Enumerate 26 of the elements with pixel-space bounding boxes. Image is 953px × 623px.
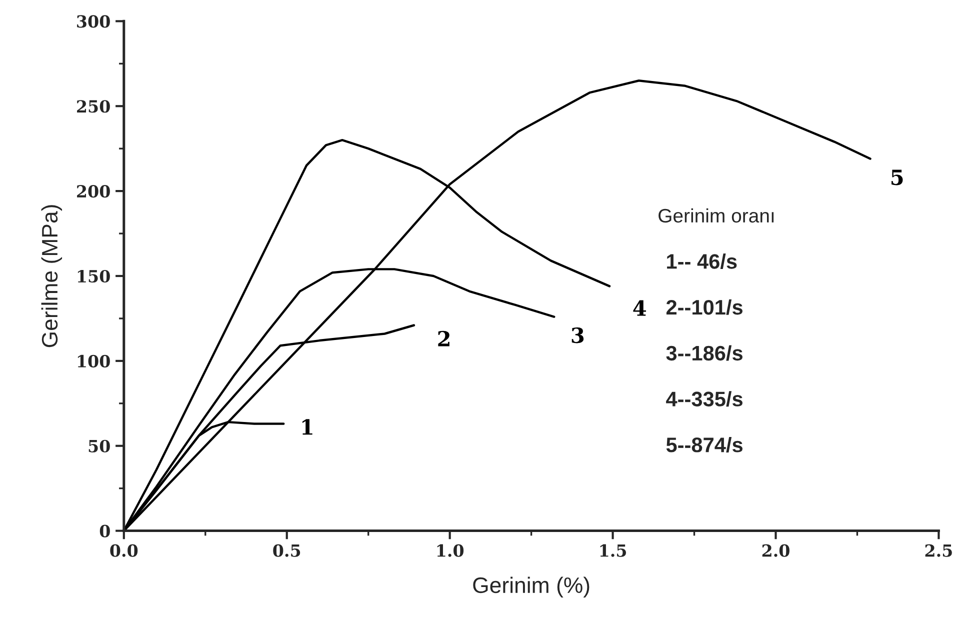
annotation: 1-- 46/s (667, 254, 737, 270)
series-label: 3 (572, 327, 584, 344)
series-label: 1 (302, 419, 312, 435)
y-tick-label: 150 (78, 270, 110, 283)
x-tick-label: 1.0 (437, 544, 464, 557)
x-tick-label: 1.5 (600, 544, 626, 557)
series-label: 4 (633, 300, 646, 316)
x-tick-label: 0.0 (110, 544, 138, 557)
y-tick-label: 0 (100, 524, 110, 538)
series-label: 5 (892, 170, 903, 186)
y-tick-label: 250 (77, 100, 110, 113)
x-tick-label: 2.0 (762, 544, 790, 557)
y-tick-label: 100 (78, 354, 110, 368)
annotation: 3--186/s (666, 345, 742, 361)
annotation: 2--101/s (666, 299, 742, 315)
x-axis-title: Gerinim (%) (473, 576, 590, 598)
annotation: Gerinim oranı (658, 208, 774, 223)
y-tick-label: 200 (77, 185, 110, 198)
series-label: 2 (438, 330, 450, 346)
x-tick-label: 2.5 (925, 544, 952, 557)
y-tick-label: 300 (77, 15, 110, 28)
y-tick-label: 50 (88, 440, 110, 452)
x-tick-label: 0.5 (273, 544, 300, 557)
annotation: 5--874/s (666, 437, 742, 453)
annotation: 4--335/s (666, 391, 742, 407)
y-axis-title: Gerilme (MPa) (41, 205, 62, 348)
